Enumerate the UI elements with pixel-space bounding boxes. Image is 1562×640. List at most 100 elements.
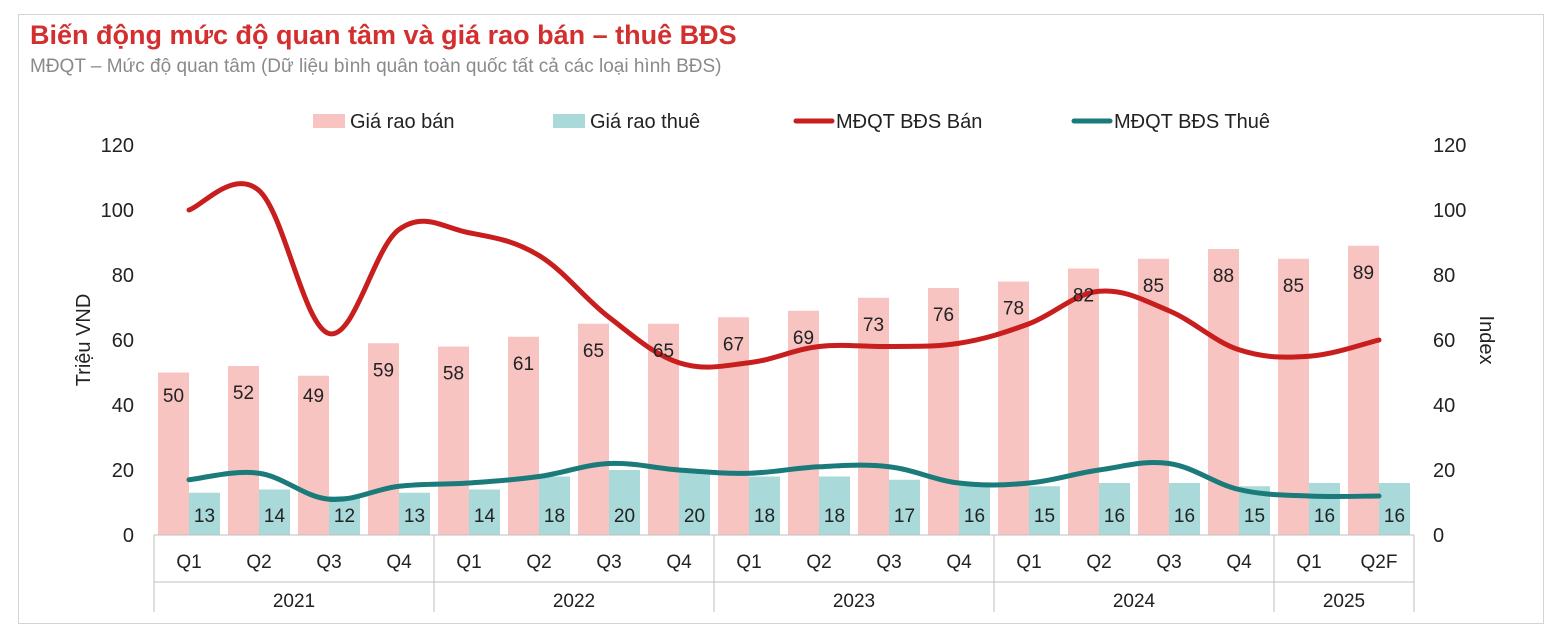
bar-gia-rao-ban	[228, 366, 259, 535]
data-label-gia-rao-ban: 88	[1213, 266, 1234, 287]
data-label-gia-rao-thue: 13	[404, 506, 425, 527]
bar-gia-rao-thue	[1169, 483, 1200, 535]
x-tick-label: Q2	[806, 552, 831, 573]
bar-gia-rao-ban	[1208, 249, 1239, 535]
bar-gia-rao-thue	[1029, 486, 1060, 535]
data-label-gia-rao-thue: 16	[964, 506, 985, 527]
x-tick-label: Q1	[1016, 552, 1041, 573]
bar-gia-rao-ban	[578, 323, 609, 535]
x-year-label: 2025	[1323, 591, 1365, 612]
bar-gia-rao-thue	[749, 476, 780, 535]
data-label-gia-rao-thue: 15	[1244, 506, 1265, 527]
bar-gia-rao-thue	[1309, 483, 1340, 535]
x-year-label: 2023	[833, 591, 875, 612]
legend-label: MĐQT BĐS Thuê	[1114, 111, 1270, 133]
x-year-label: 2022	[553, 591, 595, 612]
x-tick-label: Q2	[526, 552, 551, 573]
x-tick-label: Q1	[176, 552, 201, 573]
data-label-gia-rao-thue: 16	[1314, 506, 1335, 527]
y-tick-label-right: 20	[1433, 460, 1455, 482]
data-label-gia-rao-thue: 18	[544, 506, 565, 527]
chart-frame	[18, 14, 1544, 624]
x-tick-label: Q1	[736, 552, 761, 573]
bar-gia-rao-ban	[298, 375, 329, 535]
bar-gia-rao-thue	[399, 492, 430, 535]
line-mdqt-bds-thue	[186, 460, 1382, 503]
bar-gia-rao-ban	[368, 343, 399, 535]
x-tick-label: Q3	[316, 552, 341, 573]
x-tick-label: Q4	[386, 552, 412, 573]
bar-gia-rao-ban	[1348, 245, 1379, 535]
legend-label: Giá rao bán	[350, 111, 455, 133]
bar-gia-rao-ban	[508, 336, 539, 535]
data-label-gia-rao-thue: 15	[1034, 506, 1055, 527]
bar-gia-rao-thue	[189, 492, 220, 535]
bar-gia-rao-ban	[158, 372, 189, 535]
y-tick-label-left: 100	[101, 200, 134, 222]
legend-label: MĐQT BĐS Bán	[836, 111, 982, 133]
data-label-gia-rao-ban: 59	[373, 360, 394, 381]
bar-gia-rao-ban	[1278, 258, 1309, 535]
y-tick-label-left: 60	[112, 330, 134, 352]
data-label-gia-rao-thue: 13	[194, 506, 215, 527]
x-tick-label: Q3	[1156, 552, 1181, 573]
data-label-gia-rao-ban: 78	[1003, 299, 1024, 320]
data-label-gia-rao-ban: 85	[1143, 276, 1164, 297]
data-label-gia-rao-thue: 18	[754, 506, 775, 527]
bar-gia-rao-ban	[438, 346, 469, 535]
data-label-gia-rao-thue: 16	[1174, 506, 1195, 527]
data-label-gia-rao-thue: 16	[1384, 506, 1405, 527]
data-label-gia-rao-thue: 14	[264, 506, 286, 527]
legend-swatch	[553, 114, 585, 128]
data-label-gia-rao-thue: 18	[824, 506, 845, 527]
bar-gia-rao-thue	[959, 483, 990, 535]
y-tick-label-right: 80	[1433, 265, 1455, 287]
x-tick-label: Q2	[1086, 552, 1111, 573]
bar-gia-rao-thue	[1099, 483, 1130, 535]
bar-gia-rao-ban	[928, 288, 959, 535]
bar-gia-rao-ban	[718, 317, 749, 535]
data-label-gia-rao-ban: 52	[233, 383, 254, 404]
bar-gia-rao-thue	[609, 470, 640, 535]
x-tick-label: Q1	[456, 552, 481, 573]
y-tick-label-left: 80	[112, 265, 134, 287]
bar-gia-rao-ban	[1068, 268, 1099, 535]
x-tick-label: Q4	[666, 552, 692, 573]
y-tick-label-left: 120	[101, 135, 134, 157]
data-label-gia-rao-thue: 14	[474, 506, 496, 527]
data-label-gia-rao-ban: 76	[933, 305, 954, 326]
data-label-gia-rao-thue: 20	[684, 506, 705, 527]
y-tick-label-right: 0	[1433, 525, 1444, 547]
y-tick-label-right: 60	[1433, 330, 1455, 352]
x-tick-label: Q3	[876, 552, 901, 573]
y-tick-label-left: 0	[123, 525, 134, 547]
bar-gia-rao-ban	[998, 281, 1029, 535]
data-label-gia-rao-ban: 89	[1353, 263, 1374, 284]
data-label-gia-rao-ban: 85	[1283, 276, 1304, 297]
data-label-gia-rao-ban: 73	[863, 315, 884, 336]
data-label-gia-rao-thue: 16	[1104, 506, 1125, 527]
x-tick-label: Q3	[596, 552, 621, 573]
data-label-gia-rao-ban: 67	[723, 334, 744, 355]
chart-subtitle: MĐQT – Mức độ quan tâm (Dữ liệu bình quâ…	[30, 56, 722, 77]
data-label-gia-rao-ban: 49	[303, 386, 324, 407]
line-mdqt-bds-ban	[186, 181, 1382, 370]
data-label-gia-rao-ban: 50	[163, 386, 184, 407]
y-tick-label-left: 20	[112, 460, 134, 482]
bar-gia-rao-thue	[1379, 483, 1410, 535]
y-axis-title-left: Triệu VND	[73, 294, 95, 387]
data-label-gia-rao-ban: 65	[583, 341, 604, 362]
bar-gia-rao-ban	[858, 297, 889, 535]
data-label-gia-rao-ban: 58	[443, 364, 464, 385]
y-tick-label-right: 120	[1433, 135, 1466, 157]
data-label-gia-rao-thue: 12	[334, 506, 355, 527]
x-tick-label: Q4	[1226, 552, 1252, 573]
x-year-label: 2021	[273, 591, 315, 612]
data-label-gia-rao-ban: 61	[513, 354, 534, 375]
bar-gia-rao-thue	[329, 496, 360, 535]
bar-gia-rao-thue	[539, 476, 570, 535]
y-tick-label-right: 100	[1433, 200, 1466, 222]
data-label-gia-rao-ban: 82	[1073, 286, 1094, 307]
x-tick-label: Q2F	[1361, 552, 1398, 573]
bar-gia-rao-thue	[259, 489, 290, 535]
